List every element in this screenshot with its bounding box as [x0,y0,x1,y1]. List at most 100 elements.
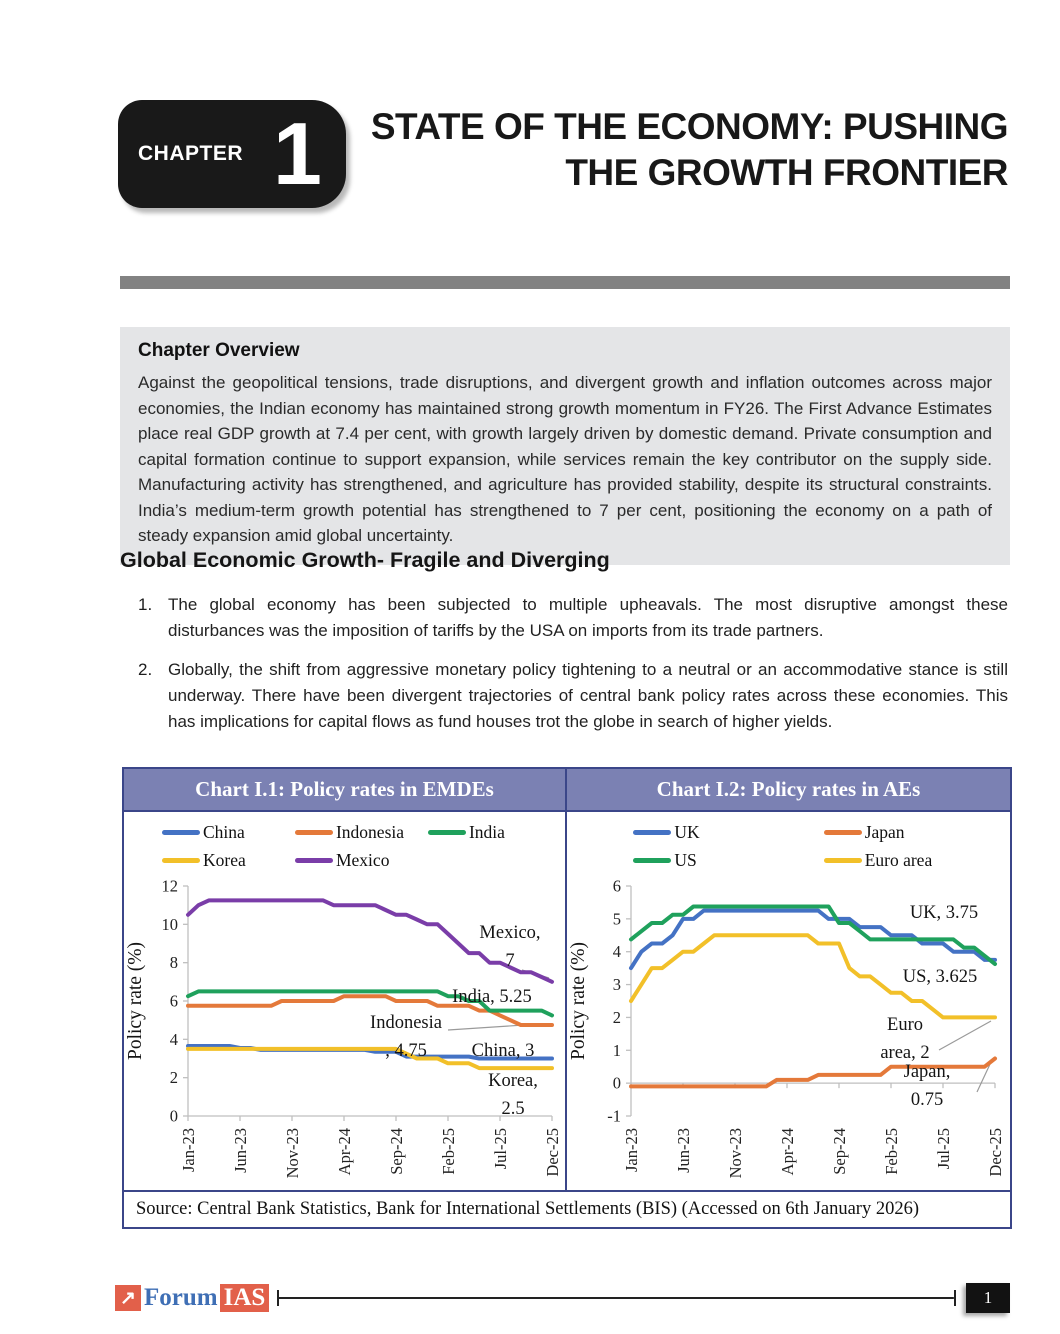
svg-text:Apr-24: Apr-24 [335,1128,354,1175]
charts-panel: Chart I.1: Policy rates in EMDEs Chart I… [122,767,1012,1229]
svg-text:12: 12 [162,878,179,896]
legend-label: US [674,850,697,870]
svg-text:, 4.75: , 4.75 [385,1041,427,1061]
svg-text:2: 2 [170,1068,178,1087]
svg-text:4: 4 [170,1030,178,1049]
chapter-badge: CHAPTER 1 [118,100,346,208]
svg-text:area, 2: area, 2 [880,1043,929,1063]
chart-plot: -1 0 1 2 3 4 5 6 Jan-23 Jun-23 Nov-23 Apr-24 Sep-24 F… [568,878,1005,1178]
legend-swatch [823,858,862,863]
numbered-list: 1. The global economy has been subjected… [138,592,1008,748]
svg-text:Dec-25: Dec-25 [986,1128,1005,1177]
title-line-2: THE GROWTH FRONTIER [565,151,1008,193]
list-item-number: 1. [138,595,153,614]
legend-swatch [162,858,200,863]
svg-text:Japan,: Japan, [904,1062,951,1082]
chapter-label: CHAPTER [138,142,244,165]
svg-text:Indonesia: Indonesia [370,1013,442,1033]
legend-label: Japan [864,822,905,842]
svg-text:UK, 3.75: UK, 3.75 [910,903,978,923]
legend-label: Euro area [864,850,933,870]
svg-text:Jan-23: Jan-23 [622,1128,641,1172]
svg-text:Korea,: Korea, [488,1071,538,1091]
legend-label: UK [674,822,700,842]
svg-text:US, 3.625: US, 3.625 [903,967,978,987]
page-number: 1 [966,1283,1010,1313]
svg-text:Policy rate (%): Policy rate (%) [125,942,146,1060]
legend-item-uk: UK [633,822,795,843]
legend-item-us: US [633,850,795,871]
brand-arrow-icon: ↗ [115,1285,141,1311]
legend-swatch [633,858,672,863]
chapter-header: CHAPTER 1 STATE OF THE ECONOMY: PUSHING … [118,100,1009,208]
forumias-logo: ↗ Forum IAS [115,1284,270,1312]
legend-item-japan: Japan [823,822,986,843]
list-item: 2. Globally, the shift from aggressive m… [138,657,1008,735]
legend-item-china: China [162,822,295,843]
chart-2-title: Chart I.2: Policy rates in AEs [567,769,1010,812]
svg-text:4: 4 [613,942,621,961]
footer-rule [277,1290,956,1306]
overview-heading: Chapter Overview [138,340,300,361]
chart-1-title: Chart I.1: Policy rates in EMDEs [124,769,567,812]
legend-swatch [162,830,200,835]
svg-text:3: 3 [613,975,621,994]
svg-text:Nov-23: Nov-23 [726,1128,745,1178]
svg-text:0.75: 0.75 [911,1090,943,1110]
svg-text:Dec-25: Dec-25 [543,1128,562,1177]
legend-swatch [633,830,672,835]
legend-swatch [427,830,466,835]
legend-item-indonesia: Indonesia [294,822,428,843]
svg-text:Policy rate (%): Policy rate (%) [568,942,589,1060]
svg-text:1: 1 [613,1041,621,1060]
svg-text:Sep-24: Sep-24 [830,1128,849,1175]
legend-label: Korea [203,850,246,870]
svg-text:Feb-25: Feb-25 [439,1128,458,1175]
list-item-text: Globally, the shift from aggressive mone… [168,660,1008,731]
chart-emdes: China Indonesia India Korea Mexico 0 2 4 6 8 10 12 J… [124,812,567,1190]
svg-text:0: 0 [613,1074,621,1093]
section-heading: Global Economic Growth- Fragile and Dive… [120,548,610,572]
svg-text:Jun-23: Jun-23 [674,1128,693,1173]
list-item: 1. The global economy has been subjected… [138,592,1008,644]
chart-plot: 0 2 4 6 8 10 12 Jan-23 Jun-23 Nov-23 Apr-24 Sep-24 F… [125,878,562,1178]
chart-legend: UK Japan US Euro area [567,816,1010,878]
svg-text:Sep-24: Sep-24 [387,1128,406,1175]
chart-source-note: Source: Central Bank Statistics, Bank fo… [124,1190,1010,1227]
svg-text:2.5: 2.5 [501,1099,524,1119]
svg-text:0: 0 [170,1107,178,1126]
legend-item-euro-area: Euro area [823,850,986,871]
svg-text:8: 8 [170,953,178,972]
legend-swatch [294,830,333,835]
chart-aes: UK Japan US Euro area -1 0 1 2 3 4 5 6 Jan-23 Jun-23 N… [567,812,1010,1190]
svg-text:2: 2 [613,1008,621,1027]
legend-label: Mexico [335,850,390,870]
svg-text:7: 7 [505,951,514,971]
overview-body: Against the geopolitical tensions, trade… [138,373,992,545]
svg-text:6: 6 [170,992,178,1011]
svg-text:India, 5.25: India, 5.25 [452,987,532,1007]
svg-text:10: 10 [162,915,179,934]
legend-label: China [203,822,245,842]
legend-swatch [823,830,862,835]
legend-item-india: India [427,822,561,843]
legend-label: Indonesia [335,822,405,842]
svg-text:Nov-23: Nov-23 [283,1128,302,1178]
divider-bar [120,276,1010,289]
chapter-overview-box: Chapter Overview Against the geopolitica… [120,327,1010,565]
legend-label: India [468,822,505,842]
legend-swatch [294,858,333,863]
svg-text:Apr-24: Apr-24 [778,1128,797,1175]
title-line-1: STATE OF THE ECONOMY: PUSHING [370,106,1009,147]
legend-item-mexico: Mexico [294,850,428,871]
svg-text:Jan-23: Jan-23 [179,1128,198,1172]
svg-text:Euro: Euro [887,1015,923,1035]
svg-text:Mexico,: Mexico, [479,923,540,943]
svg-text:6: 6 [613,878,621,896]
svg-text:-1: -1 [607,1107,621,1126]
svg-text:Jul-25: Jul-25 [934,1128,953,1169]
svg-text:5: 5 [613,909,621,928]
legend-item-korea: Korea [162,850,295,871]
svg-text:Feb-25: Feb-25 [882,1128,901,1175]
